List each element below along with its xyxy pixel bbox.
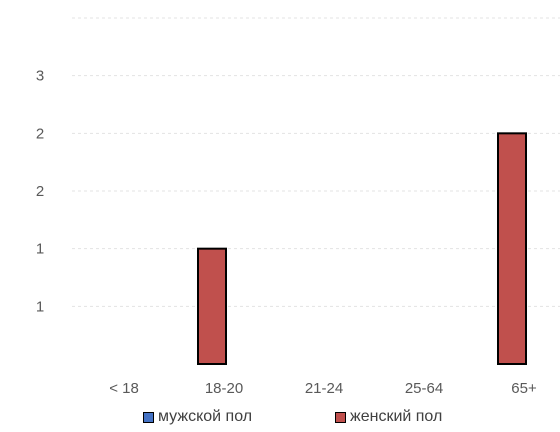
legend-label-female: женский пол <box>350 408 443 425</box>
gridlines <box>72 17 560 307</box>
x-tick-label: 18-20 <box>205 380 243 397</box>
y-tick-label: 2 <box>36 183 44 200</box>
x-tick-label: 25-64 <box>405 380 443 397</box>
legend-item-female: женский пол <box>335 408 442 426</box>
y-tick-label: 2 <box>36 125 44 142</box>
x-tick-label: 65+ <box>511 380 537 397</box>
bar-female-4 <box>497 132 527 365</box>
y-axis-tick-labels: 1 1 2 2 3 <box>36 68 44 316</box>
legend: мужской пол женский пол <box>0 408 560 430</box>
y-tick-label: 1 <box>36 298 44 315</box>
x-axis-tick-labels: < 18 18-20 21-24 25-64 65+ <box>109 380 537 397</box>
legend-swatch-male <box>143 411 154 423</box>
x-tick-label: 21-24 <box>305 380 343 397</box>
legend-swatch-female <box>335 411 346 423</box>
y-tick-label: 3 <box>36 68 44 85</box>
bar-female-1 <box>197 247 227 366</box>
legend-item-male: мужской пол <box>143 408 252 426</box>
y-tick-label: 1 <box>36 241 44 258</box>
bars <box>197 132 527 366</box>
x-tick-label: < 18 <box>109 380 139 397</box>
legend-label-male: мужской пол <box>158 408 253 425</box>
